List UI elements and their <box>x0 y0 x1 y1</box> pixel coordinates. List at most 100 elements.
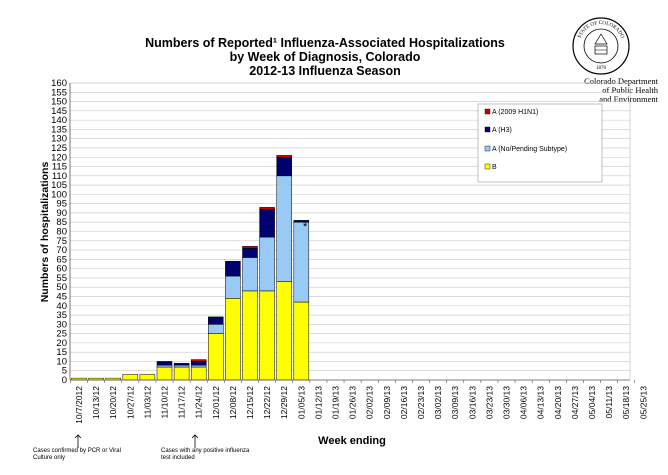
bar-segment-b <box>190 366 207 381</box>
x-tick-label: 12/08/12 <box>228 386 238 419</box>
y-tick-label: 155 <box>51 87 67 98</box>
x-tick-label: 11/10/12 <box>160 386 170 419</box>
x-tick-label: 05/18/13 <box>621 386 631 419</box>
bar-segment-b <box>139 374 156 381</box>
x-tick-label: 04/06/13 <box>519 386 529 419</box>
legend-label: A (2009 H1N1) <box>492 109 538 116</box>
bar-segment-h3 <box>259 208 275 238</box>
seal-year: 1876 <box>596 66 607 71</box>
bar-segment-nopending <box>173 364 190 368</box>
bar-segment-nopending <box>156 364 173 368</box>
x-tick-label: 04/27/13 <box>570 386 580 419</box>
arrow-up-icon <box>191 434 199 448</box>
bar-segment-b <box>225 298 241 381</box>
bar-segment-h3 <box>173 363 190 366</box>
bar-segment-h3 <box>293 220 310 223</box>
x-tick-label: 11/24/12 <box>194 386 204 419</box>
y-tick-label: 145 <box>51 106 67 117</box>
x-tick-label: 05/11/13 <box>604 386 614 419</box>
y-tick-label: 65 <box>56 254 67 265</box>
y-tick-label: 45 <box>56 291 67 302</box>
x-tick-label: 05/25/13 <box>638 386 648 419</box>
bar-segment-b <box>156 366 173 381</box>
x-tick-label: 02/09/13 <box>382 386 392 419</box>
bar-segment-nopending <box>225 275 241 299</box>
legend-swatch-h3 <box>484 126 491 133</box>
bar-segment-h1n1 <box>276 155 292 158</box>
x-tick-label: 02/23/13 <box>416 386 426 419</box>
y-tick-label: 130 <box>51 134 67 145</box>
bar-segment-b <box>208 333 224 381</box>
bar-segment-nopending <box>190 364 207 368</box>
y-tick-label: 105 <box>51 180 67 191</box>
bar-segment-h3 <box>242 247 258 258</box>
x-tick-label: 02/16/13 <box>399 386 409 419</box>
dept-name-line-1: Colorado Department <box>584 76 658 86</box>
axes <box>69 82 636 383</box>
pcr-note: Cases confirmed by PCR or Viral Culture … <box>33 448 121 461</box>
y-tick-label: 140 <box>51 115 67 126</box>
y-tick-label: 100 <box>51 189 67 200</box>
y-tick-label: 60 <box>56 264 67 275</box>
y-tick-label: 80 <box>56 227 67 238</box>
state-seal-logo: STATE OF COLORADO 1876 <box>572 17 630 75</box>
y-tick-label: 125 <box>51 143 67 154</box>
bar-segment-nopending <box>259 236 275 292</box>
bar-segment-h3 <box>225 260 241 277</box>
x-tick-label: 01/26/13 <box>348 386 358 419</box>
y-tick-label: 90 <box>56 208 67 219</box>
x-tick-label: 01/12/13 <box>313 386 323 419</box>
x-tick-label: 10/20/12 <box>108 386 118 419</box>
legend-swatch-h1n1 <box>484 108 491 115</box>
y-tick-label: 55 <box>56 273 67 284</box>
x-tick-label: 03/16/13 <box>467 386 477 419</box>
y-tick-label: 30 <box>56 319 67 330</box>
x-tick-label: 10/7/2012 <box>74 386 84 424</box>
bar-segment-nopending <box>208 324 224 334</box>
y-tick-label: 35 <box>56 310 67 321</box>
chart-title-line-3: 2012-13 Influenza Season <box>249 64 401 78</box>
y-tick-label: 70 <box>56 245 67 256</box>
bar-segment-b <box>122 374 139 381</box>
bar-segment-b <box>293 301 310 381</box>
x-tick-label: 03/02/13 <box>433 386 443 419</box>
x-tick-label: 12/29/12 <box>279 386 289 419</box>
bar-segment-h3 <box>276 157 292 177</box>
bar-segment-b <box>173 366 190 381</box>
y-tick-label: 95 <box>56 199 67 210</box>
dept-name-line-3: and Environment <box>599 94 658 104</box>
y-tick-label: 110 <box>52 171 67 182</box>
bar-segment-h3 <box>208 316 224 325</box>
legend-label: A (H3) <box>492 127 512 134</box>
y-tick-label: 160 <box>51 78 67 89</box>
y-tick-label: 40 <box>56 301 67 312</box>
x-tick-label: 11/03/12 <box>142 386 152 419</box>
x-tick-label: 10/13/12 <box>91 386 101 419</box>
y-tick-label: 10 <box>56 356 67 367</box>
x-axis-label: Week ending <box>318 435 386 447</box>
bar-segment-b <box>259 290 275 381</box>
y-tick-label: 25 <box>56 329 67 340</box>
bar-segment-h1n1 <box>259 207 275 210</box>
y-tick-label: 85 <box>56 217 67 228</box>
y-tick-label: 20 <box>56 338 67 349</box>
x-tick-label: 03/30/13 <box>502 386 512 419</box>
legend-swatch-nopending <box>484 145 491 152</box>
x-tick-label: 10/27/12 <box>125 386 135 419</box>
x-tick-label: 12/01/12 <box>211 386 221 419</box>
x-tick-label: 03/09/13 <box>450 386 460 419</box>
legend-swatch-b <box>484 163 491 170</box>
bar-segment-nopending <box>293 221 310 303</box>
y-tick-labels: 0510152025303540455055606570758085909510… <box>51 78 67 386</box>
y-tick-label: 150 <box>51 97 67 108</box>
legend-label: A (No/Pending Subtype) <box>492 146 567 153</box>
x-tick-label: 04/20/13 <box>553 386 563 419</box>
positive-test-note: Cases with any positive influenza test i… <box>161 448 250 461</box>
bar-segment-b <box>276 281 292 381</box>
y-tick-label: 115 <box>52 162 67 173</box>
y-axis-label: Numbers of hospitalizations <box>39 162 51 303</box>
bar-segment-h1n1 <box>242 246 258 249</box>
arrow-up-icon <box>74 434 82 448</box>
y-tick-label: 15 <box>56 347 67 358</box>
x-tick-label: 04/13/13 <box>536 386 546 419</box>
